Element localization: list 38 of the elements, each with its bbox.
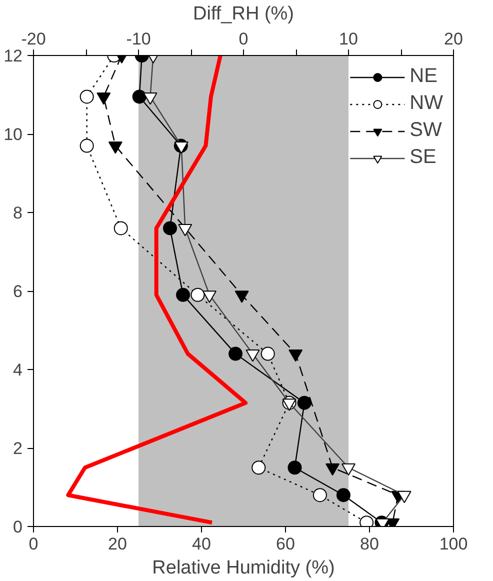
- y-tick-label: 2: [13, 439, 23, 458]
- point: [108, 142, 122, 154]
- x-axis-title: Relative Humidity (%): [152, 558, 335, 578]
- x2-tick-label: 20: [444, 30, 463, 48]
- point: [260, 346, 275, 361]
- point: [252, 460, 266, 475]
- point: [163, 221, 177, 236]
- y-tick-label: 6: [13, 282, 23, 301]
- x2-axis-title: Diff_RH (%): [193, 4, 294, 24]
- x-tick-label: 100: [439, 534, 468, 554]
- point: [288, 350, 303, 362]
- y-tick-label: 0: [13, 518, 23, 536]
- legend-label: SW: [410, 119, 442, 142]
- legend-label: NE: [410, 65, 438, 88]
- point: [228, 346, 243, 361]
- x-tick-label: 60: [276, 534, 295, 554]
- x2-tick-label: 10: [339, 30, 358, 48]
- point: [312, 488, 327, 502]
- legend-label: NW: [410, 92, 443, 115]
- point: [234, 290, 249, 303]
- point: [190, 288, 205, 302]
- point: [96, 92, 111, 105]
- x2-tick-label: -20: [21, 30, 46, 48]
- x2-tick-label: -10: [126, 30, 151, 48]
- y-tick-label: 10: [4, 125, 23, 144]
- point: [288, 460, 302, 475]
- x-tick-label: 80: [360, 534, 379, 554]
- x2-tick-label: 0: [238, 30, 248, 48]
- legend-label: SE: [410, 146, 436, 169]
- point: [297, 396, 312, 410]
- point: [336, 488, 350, 502]
- y-tick-label: 4: [13, 360, 23, 380]
- x-tick-label: 20: [108, 534, 127, 554]
- y-tick-label: 12: [4, 46, 23, 66]
- x-tick-label: 40: [192, 534, 211, 554]
- point: [176, 288, 190, 302]
- x-tick-label: 0: [28, 534, 38, 554]
- y-tick-label: 8: [13, 204, 23, 222]
